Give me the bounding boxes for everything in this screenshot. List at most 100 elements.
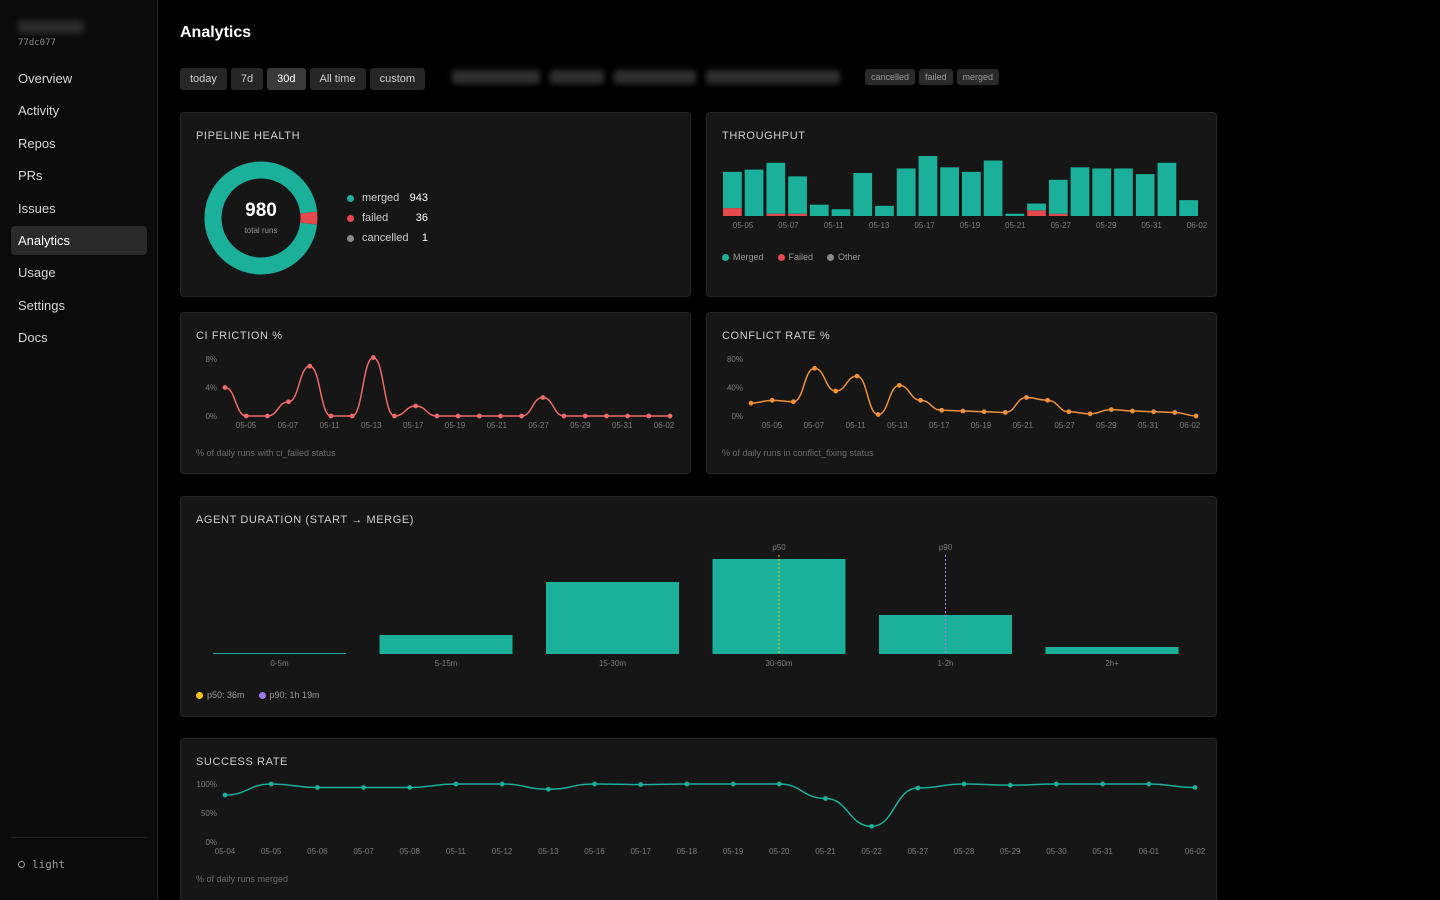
range-button-7d[interactable]: 7d (230, 68, 264, 90)
data-point[interactable] (869, 823, 875, 829)
sidebar-item-settings[interactable]: Settings (18, 297, 65, 313)
data-point[interactable] (592, 781, 597, 787)
histogram-bar[interactable] (546, 582, 679, 654)
data-point[interactable] (981, 409, 987, 415)
bar-merged[interactable] (723, 171, 742, 209)
histogram-bar[interactable] (1045, 647, 1179, 654)
data-point[interactable] (748, 400, 754, 406)
data-point[interactable] (540, 395, 546, 400)
data-point[interactable] (1054, 781, 1059, 787)
data-point[interactable] (370, 355, 376, 360)
range-button-all-time[interactable]: All time (309, 68, 366, 90)
range-button-today[interactable]: today (180, 68, 227, 90)
data-point[interactable] (582, 413, 588, 419)
data-point[interactable] (1172, 410, 1178, 415)
data-point[interactable] (915, 785, 921, 791)
data-point[interactable] (307, 363, 313, 369)
bar-merged[interactable] (940, 167, 959, 216)
bar-merged[interactable] (983, 160, 1003, 216)
data-point[interactable] (625, 413, 631, 419)
data-point[interactable] (833, 388, 839, 394)
status-chip-merged[interactable]: merged (956, 69, 1000, 85)
data-point[interactable] (361, 785, 366, 790)
bar-merged[interactable] (1092, 168, 1112, 216)
sidebar-item-issues[interactable]: Issues (18, 200, 56, 216)
data-point[interactable] (854, 373, 860, 379)
data-point[interactable] (264, 413, 270, 419)
data-point[interactable] (790, 399, 796, 405)
data-point[interactable] (769, 397, 775, 403)
histogram-bar[interactable] (213, 653, 346, 654)
sidebar-item-overview[interactable]: Overview (18, 71, 73, 86)
bar-merged[interactable] (1157, 162, 1177, 216)
sidebar-item-docs[interactable]: Docs (18, 330, 48, 346)
data-point[interactable] (519, 413, 525, 419)
bar-merged[interactable] (1179, 200, 1198, 216)
bar-merged[interactable] (809, 204, 829, 216)
data-point[interactable] (268, 781, 274, 787)
data-point[interactable] (1193, 413, 1199, 419)
data-point[interactable] (646, 413, 652, 419)
bar-merged[interactable] (1070, 167, 1090, 216)
bar-merged[interactable] (853, 172, 873, 216)
range-button-custom[interactable]: custom (369, 68, 426, 90)
data-point[interactable] (498, 413, 503, 419)
data-point[interactable] (896, 382, 902, 388)
data-point[interactable] (499, 781, 505, 787)
data-point[interactable] (960, 408, 966, 414)
bar-merged[interactable] (831, 209, 851, 216)
bar-failed[interactable] (723, 208, 742, 216)
sidebar-item-usage[interactable]: Usage (18, 265, 56, 281)
data-point[interactable] (638, 782, 644, 787)
data-point[interactable] (1087, 411, 1093, 417)
bar-merged[interactable] (896, 168, 916, 216)
data-point[interactable] (222, 385, 228, 390)
data-point[interactable] (1002, 410, 1008, 415)
data-point[interactable] (328, 413, 334, 419)
data-point[interactable] (476, 413, 482, 419)
range-button-30d[interactable]: 30d (267, 68, 306, 90)
data-point[interactable] (1192, 785, 1198, 790)
data-point[interactable] (939, 407, 945, 413)
data-point[interactable] (604, 413, 609, 419)
bar-merged[interactable] (744, 169, 764, 216)
data-point[interactable] (407, 785, 413, 790)
sidebar-item-prs[interactable]: PRs (18, 168, 43, 184)
data-point[interactable] (1146, 781, 1152, 787)
data-point[interactable] (545, 786, 551, 792)
data-point[interactable] (243, 413, 249, 419)
sidebar-item-analytics[interactable]: Analytics (11, 225, 147, 255)
bar-failed[interactable] (766, 213, 786, 216)
bar-merged[interactable] (1048, 179, 1068, 214)
data-point[interactable] (918, 397, 923, 403)
data-point[interactable] (1007, 782, 1013, 788)
data-point[interactable] (684, 781, 690, 787)
bar-merged[interactable] (1005, 213, 1025, 216)
status-chip-cancelled[interactable]: cancelled (865, 69, 916, 85)
data-point[interactable] (453, 781, 459, 787)
data-point[interactable] (1024, 395, 1029, 400)
data-point[interactable] (1130, 408, 1135, 414)
data-point[interactable] (1045, 397, 1051, 403)
bar-merged[interactable] (962, 171, 981, 216)
bar-merged[interactable] (766, 162, 786, 214)
data-point[interactable] (314, 785, 320, 790)
data-point[interactable] (561, 413, 567, 419)
histogram-bar[interactable] (712, 559, 846, 654)
bar-merged[interactable] (1114, 168, 1133, 216)
sidebar-item-repos[interactable]: Repos (18, 135, 56, 151)
sidebar-item-activity[interactable]: Activity (18, 103, 60, 119)
data-point[interactable] (286, 399, 291, 405)
bar-merged[interactable] (918, 156, 938, 216)
data-point[interactable] (812, 365, 817, 371)
data-point[interactable] (349, 413, 355, 419)
data-point[interactable] (730, 781, 736, 787)
data-point[interactable] (667, 413, 673, 419)
data-point[interactable] (1151, 409, 1157, 415)
data-point[interactable] (455, 413, 461, 419)
donut-slice-merged[interactable] (204, 161, 318, 275)
histogram-bar[interactable] (379, 635, 513, 654)
bar-failed[interactable] (1048, 213, 1068, 216)
data-point[interactable] (222, 792, 228, 798)
data-point[interactable] (1100, 781, 1106, 787)
